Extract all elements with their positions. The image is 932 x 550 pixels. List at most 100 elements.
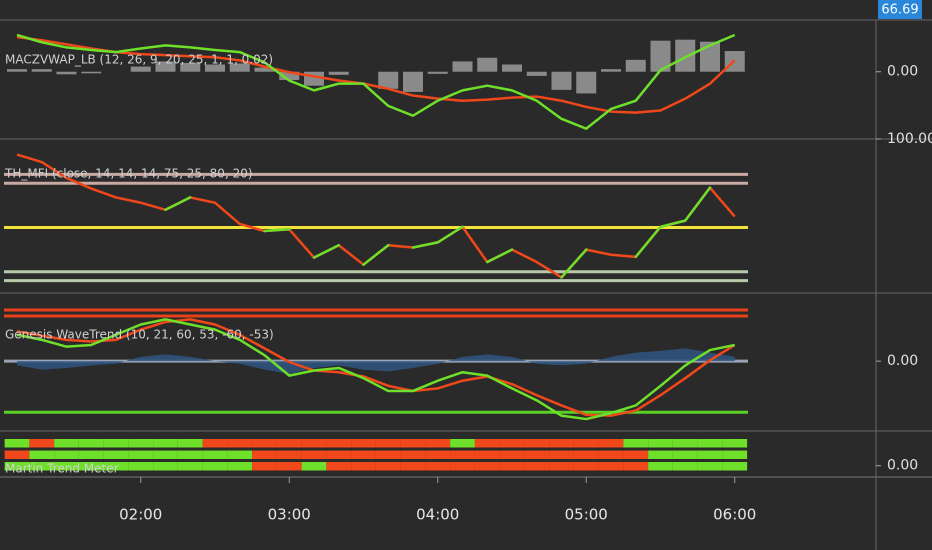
line-up-segment xyxy=(659,219,687,229)
trend-cell xyxy=(351,450,376,459)
trend-cell xyxy=(400,439,426,448)
trend-cell xyxy=(252,462,277,471)
trend-cell xyxy=(128,439,154,448)
x-tick-label: 03:00 xyxy=(268,506,311,524)
trend-cell xyxy=(573,439,599,448)
histogram-bar xyxy=(526,71,547,76)
trend-cell xyxy=(524,439,550,448)
histogram-bar xyxy=(650,40,671,72)
histogram-bar xyxy=(477,57,498,72)
trend-cell xyxy=(672,462,698,471)
last-value-label: 66.69 xyxy=(881,3,918,18)
trend-cell xyxy=(672,439,698,448)
trend-cell xyxy=(78,439,104,448)
y-tick-label: 0.00 xyxy=(887,64,918,80)
trend-cell xyxy=(54,439,79,448)
trend-cell xyxy=(54,462,79,471)
histogram-bar xyxy=(180,62,201,72)
trend-cell xyxy=(4,439,30,448)
line-up-segment xyxy=(164,196,192,212)
pane-title: MACZVWAP_LB (12, 26, 9, 20, 25, 1, 1, 0.… xyxy=(5,53,273,67)
line xyxy=(16,35,736,114)
line xyxy=(16,33,736,130)
histogram-bar xyxy=(403,71,423,92)
plot-layer: MACZVWAP_LB (12, 26, 9, 20, 25, 1, 1, 0.… xyxy=(4,33,748,476)
trend-cell xyxy=(301,439,327,448)
trend-cell xyxy=(227,439,253,448)
line-up-segment xyxy=(634,225,662,259)
trend-cell xyxy=(722,450,748,459)
histogram-bar xyxy=(205,64,225,72)
histogram-bar xyxy=(31,69,52,72)
trend-cell xyxy=(697,462,723,471)
trend-cell xyxy=(474,462,500,471)
trend-cell xyxy=(474,450,500,459)
trend-cell xyxy=(202,439,228,448)
trend-cell xyxy=(276,450,302,459)
trend-cell xyxy=(697,450,723,459)
trend-cell xyxy=(153,450,178,459)
line-up-segment xyxy=(362,243,390,266)
trend-cell xyxy=(450,439,475,448)
trend-cell xyxy=(301,462,327,471)
line-up-segment xyxy=(486,248,514,264)
trend-cell xyxy=(648,439,673,448)
trend-cell xyxy=(400,450,426,459)
line-up-segment xyxy=(263,228,291,233)
trend-cell xyxy=(672,450,698,459)
histogram-bar xyxy=(7,69,27,72)
trend-cell xyxy=(573,450,599,459)
trend-cell xyxy=(375,450,401,459)
trend-cell xyxy=(227,450,253,459)
trend-cell xyxy=(598,462,624,471)
trend-cell xyxy=(202,450,228,459)
histogram-bar xyxy=(551,71,572,90)
histogram-bar xyxy=(279,71,300,81)
trend-cell xyxy=(623,450,649,459)
trend-cell xyxy=(177,450,203,459)
trend-cell xyxy=(400,462,426,471)
trend-cell xyxy=(4,450,30,459)
y-tick-label: 0.00 xyxy=(887,458,918,474)
histogram-bar xyxy=(229,63,250,72)
trend-cell xyxy=(202,462,228,471)
trend-cell xyxy=(598,450,624,459)
pane-title: Genesis WaveTrend (10, 21, 60, 53, -60, … xyxy=(5,328,274,342)
trend-cell xyxy=(276,439,302,448)
trend-cell xyxy=(252,450,277,459)
pane-title: Martin Trend Meter xyxy=(5,462,119,476)
histogram-bar xyxy=(452,61,473,72)
trend-cell xyxy=(54,450,79,459)
line-up-segment xyxy=(411,241,439,249)
trend-cell xyxy=(326,450,352,459)
histogram-bar xyxy=(427,71,448,74)
trend-cell xyxy=(153,462,178,471)
histogram-bar xyxy=(155,61,176,72)
trend-cell xyxy=(103,439,129,448)
trend-cell xyxy=(524,462,550,471)
trend-cell xyxy=(78,450,104,459)
histogram-bar xyxy=(675,39,696,72)
trend-cell xyxy=(524,450,550,459)
trend-cell xyxy=(499,439,525,448)
trend-cell xyxy=(549,450,574,459)
trend-cell xyxy=(648,462,673,471)
trend-cell xyxy=(549,439,574,448)
trend-cell xyxy=(573,462,599,471)
trend-cell xyxy=(4,462,30,471)
histogram-bar xyxy=(81,71,102,74)
y-tick-label: 100.00 xyxy=(887,131,932,147)
pane-title: TH_MFI (close, 14, 14, 14, 75, 25, 80, 2… xyxy=(4,167,253,181)
trend-cell xyxy=(425,450,451,459)
area xyxy=(17,348,735,374)
trend-cell xyxy=(549,462,574,471)
trend-cell xyxy=(128,450,154,459)
trend-cell xyxy=(425,439,451,448)
trend-cell xyxy=(499,450,525,459)
histogram-bar xyxy=(700,41,720,72)
histogram-bar xyxy=(56,71,77,75)
trend-cell xyxy=(351,439,376,448)
trend-cell xyxy=(648,450,673,459)
trend-cell xyxy=(78,462,104,471)
